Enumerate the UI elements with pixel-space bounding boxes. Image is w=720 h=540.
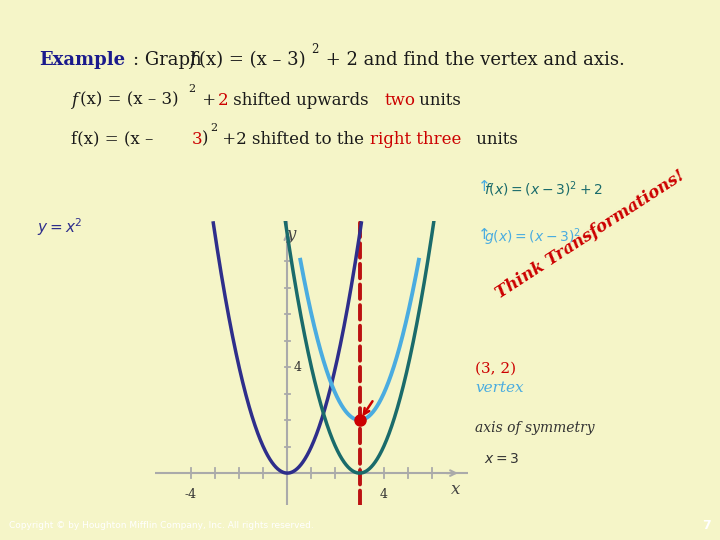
Text: 2: 2 bbox=[217, 92, 228, 109]
Text: -4: -4 bbox=[185, 488, 197, 501]
Text: $\uparrow$: $\uparrow$ bbox=[475, 227, 490, 242]
Text: 4: 4 bbox=[379, 488, 387, 501]
Text: +: + bbox=[197, 92, 221, 109]
Text: 3: 3 bbox=[192, 131, 203, 147]
Text: vertex: vertex bbox=[475, 381, 524, 395]
Text: units: units bbox=[471, 131, 518, 147]
Text: : Graph: : Graph bbox=[133, 51, 213, 69]
Text: $\uparrow$: $\uparrow$ bbox=[475, 179, 490, 194]
Text: f(x) = (x –: f(x) = (x – bbox=[71, 131, 158, 147]
Text: f: f bbox=[189, 51, 196, 69]
Text: Example: Example bbox=[40, 51, 126, 69]
Text: 7: 7 bbox=[703, 518, 711, 532]
Text: right three: right three bbox=[370, 131, 462, 147]
Text: shifted upwards: shifted upwards bbox=[228, 92, 374, 109]
Text: (x) = (x – 3): (x) = (x – 3) bbox=[80, 92, 179, 109]
Text: +2 shifted to the: +2 shifted to the bbox=[217, 131, 369, 147]
Text: + 2 and find the vertex and axis.: + 2 and find the vertex and axis. bbox=[320, 51, 624, 69]
Text: Think Transformations!: Think Transformations! bbox=[492, 167, 688, 302]
Text: $x = 3$: $x = 3$ bbox=[484, 452, 519, 466]
Text: 2: 2 bbox=[189, 84, 196, 94]
Text: f: f bbox=[71, 92, 77, 109]
Text: (3, 2): (3, 2) bbox=[475, 362, 516, 376]
Text: x: x bbox=[451, 481, 461, 497]
Text: 2: 2 bbox=[311, 43, 318, 56]
Text: $y = x^2$: $y = x^2$ bbox=[37, 216, 83, 238]
Text: Copyright © by Houghton Mifflin Company, Inc. All rights reserved.: Copyright © by Houghton Mifflin Company,… bbox=[9, 521, 313, 530]
Text: $f(x) = (x-3)^2 + 2$: $f(x) = (x-3)^2 + 2$ bbox=[484, 179, 603, 199]
Text: 4: 4 bbox=[294, 361, 302, 374]
Text: (x) = (x – 3): (x) = (x – 3) bbox=[199, 51, 305, 69]
Text: y: y bbox=[287, 226, 297, 243]
Text: two: two bbox=[384, 92, 415, 109]
Text: 2: 2 bbox=[210, 123, 217, 133]
Text: units: units bbox=[414, 92, 461, 109]
Text: axis of symmetry: axis of symmetry bbox=[475, 421, 595, 435]
Text: $g(x) = (x-3)^2$: $g(x) = (x-3)^2$ bbox=[484, 227, 581, 248]
Text: ): ) bbox=[202, 131, 208, 147]
